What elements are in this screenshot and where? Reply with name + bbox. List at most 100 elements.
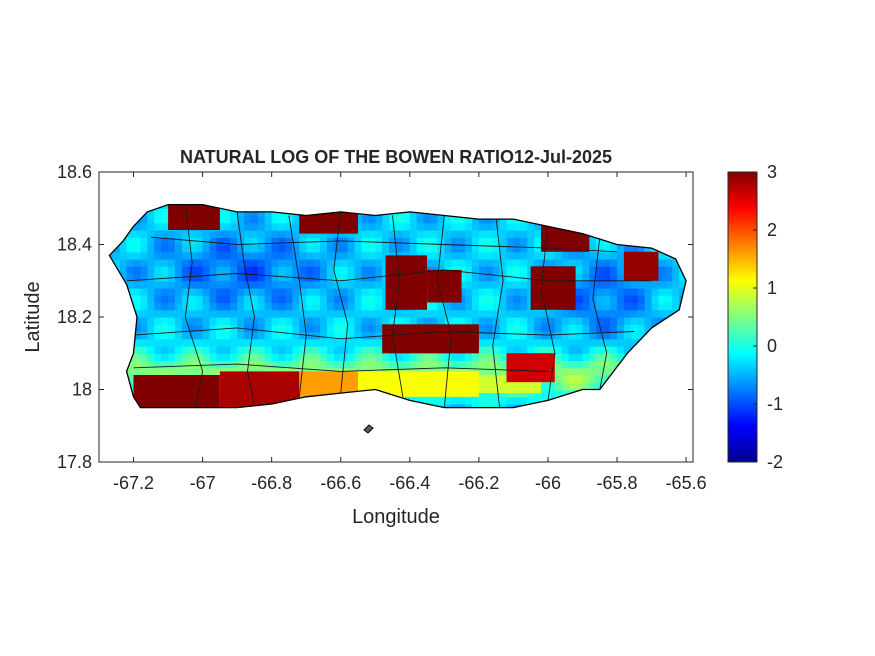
field-cell xyxy=(326,259,335,267)
field-cell xyxy=(340,309,349,318)
field-cell xyxy=(133,309,142,318)
field-cell xyxy=(340,317,349,325)
field-cell xyxy=(513,288,521,296)
field-cell xyxy=(181,230,190,238)
field-cell xyxy=(610,324,618,333)
field-cell xyxy=(237,353,245,362)
field-cell xyxy=(230,331,238,340)
field-cell xyxy=(693,324,701,332)
field-cell xyxy=(575,346,584,354)
field-cell xyxy=(181,259,190,267)
field-cell xyxy=(320,251,328,260)
field-cell xyxy=(161,295,169,304)
field-cell xyxy=(195,360,204,369)
field-cell xyxy=(126,259,135,267)
field-cell xyxy=(313,266,321,275)
field-cell xyxy=(340,288,349,296)
field-cell xyxy=(471,251,480,260)
field-cell xyxy=(174,353,183,362)
field-cell xyxy=(271,222,280,231)
field-cell xyxy=(375,353,383,362)
field-cell xyxy=(561,317,570,325)
field-cell xyxy=(237,295,245,304)
field-cell xyxy=(354,288,363,296)
field-cell xyxy=(506,346,515,354)
field-cell xyxy=(568,259,577,267)
field-cell xyxy=(223,259,231,267)
field-cell xyxy=(623,302,632,311)
field-cell xyxy=(354,222,363,231)
field-cell xyxy=(534,259,542,267)
field-cell xyxy=(575,338,584,347)
field-cell xyxy=(430,396,439,405)
field-cell xyxy=(209,324,218,333)
field-cell xyxy=(188,288,197,296)
field-cell xyxy=(340,259,349,267)
field-cell xyxy=(326,295,335,304)
field-cell xyxy=(603,302,611,311)
field-cell xyxy=(589,331,597,340)
field-cell xyxy=(202,288,211,296)
field-cell xyxy=(340,302,349,311)
field-cell xyxy=(465,273,473,282)
field-cell xyxy=(527,317,535,325)
field-cell xyxy=(471,288,480,296)
field-cell xyxy=(230,338,238,347)
colorbar-tick-label: -1 xyxy=(767,394,783,414)
field-cell xyxy=(237,222,245,231)
field-cell xyxy=(306,237,314,246)
field-cell xyxy=(589,266,597,275)
field-cell xyxy=(513,324,521,333)
field-cell xyxy=(161,266,169,275)
field-cell xyxy=(630,331,639,340)
field-cell xyxy=(665,295,673,304)
field-cell xyxy=(444,237,452,246)
field-cell xyxy=(202,302,211,311)
field-cell xyxy=(693,295,701,303)
field-cell xyxy=(575,331,584,340)
field-cell xyxy=(478,266,487,275)
field-cell xyxy=(133,244,142,253)
field-cell xyxy=(257,266,266,275)
field-cell xyxy=(368,259,376,267)
field-cell xyxy=(126,273,135,282)
field-cell xyxy=(278,244,287,253)
field-cell xyxy=(672,273,680,282)
field-cell xyxy=(458,302,466,311)
field-cell xyxy=(230,244,238,253)
field-cell xyxy=(409,244,418,253)
field-cell xyxy=(313,230,321,238)
field-cell xyxy=(195,295,204,304)
field-cell xyxy=(299,324,307,333)
field-cell xyxy=(527,259,535,267)
field-cell xyxy=(561,375,570,383)
field-cell xyxy=(665,266,673,275)
field-cell xyxy=(541,389,549,398)
field-cell xyxy=(271,259,280,267)
field-cell xyxy=(492,367,501,376)
field-cell xyxy=(596,375,604,383)
field-cell xyxy=(126,237,135,246)
field-cell xyxy=(354,251,363,260)
field-cell xyxy=(133,273,142,282)
field-cell xyxy=(575,324,584,333)
field-cell xyxy=(541,309,549,318)
field-cell xyxy=(223,244,231,253)
field-cell xyxy=(465,280,473,289)
x-tick-label: -67.2 xyxy=(113,473,154,493)
field-cell xyxy=(188,331,197,340)
field-cell xyxy=(313,331,321,340)
field-cell xyxy=(437,302,445,311)
field-cell xyxy=(651,295,660,304)
field-cell xyxy=(168,302,176,311)
field-cell xyxy=(140,266,148,275)
field-cell xyxy=(547,346,556,354)
field-cell xyxy=(361,222,369,231)
field-cell xyxy=(637,309,646,318)
field-cell xyxy=(520,389,528,398)
field-cell xyxy=(492,360,501,369)
field-cell xyxy=(216,346,224,354)
field-cell xyxy=(389,230,397,238)
small-islet-outline xyxy=(363,424,374,434)
field-cell xyxy=(506,396,515,405)
